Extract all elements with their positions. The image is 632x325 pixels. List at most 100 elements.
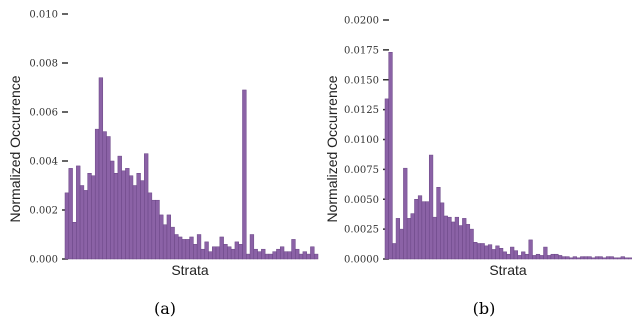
panel-b-bar	[561, 256, 566, 260]
panel-b-bar	[473, 242, 478, 260]
panel-b-bar	[469, 228, 474, 260]
panel-b-bar	[384, 98, 389, 260]
panel-b-bar	[572, 256, 577, 260]
panel-a-bar	[302, 251, 307, 260]
panel-a-bar	[170, 226, 175, 260]
panel-a-ytick-label: 0.006	[29, 108, 58, 119]
panel-a-bar	[200, 248, 205, 260]
panel-a-bar	[253, 248, 258, 260]
panel-a-bar	[279, 246, 285, 260]
panel-a-bar	[208, 251, 213, 260]
panel-b-ytick-label: 0.0025	[344, 225, 379, 236]
panel-b-bar	[598, 256, 603, 260]
panel-a-bar	[306, 253, 311, 260]
panel-b-bar	[517, 255, 522, 260]
panel-a-bar	[125, 168, 130, 260]
panel-b-bar	[458, 225, 463, 260]
panel-b-bar	[462, 218, 467, 260]
panel-b-bar	[417, 195, 423, 260]
panel-a-bar	[178, 236, 183, 260]
panel-b-bar	[428, 154, 434, 260]
panel-b-bar	[605, 256, 611, 260]
panel-a-bar	[110, 160, 115, 260]
panel-b-bar	[476, 243, 482, 260]
panel-b-bar	[587, 256, 592, 260]
panel-a-bar	[223, 244, 228, 260]
panel-b-bar	[447, 216, 452, 260]
panel-a-bar	[162, 224, 168, 260]
panel-b-bar	[480, 243, 485, 260]
panel-b-bar	[602, 257, 607, 260]
panel-b-ytick-label: 0.0175	[344, 45, 379, 56]
panel-a-bar	[174, 234, 179, 260]
panel-b-bar	[539, 255, 544, 260]
panel-a-bar	[185, 239, 190, 260]
panel-a-ylabel: Normalized Occurrence	[7, 75, 23, 222]
panel-b-bar	[535, 253, 541, 260]
panel-b-bar	[484, 245, 489, 260]
panel-b-bar	[532, 255, 537, 260]
panel-b-bar	[583, 256, 589, 260]
panel-a-bar	[272, 251, 277, 260]
panel-b-bar	[528, 239, 533, 260]
panel-b-bar	[624, 257, 629, 260]
panel-a-bar	[79, 185, 85, 260]
panel-a-bar	[98, 77, 104, 260]
panel-a-bar	[193, 244, 198, 260]
panel-a-ytick-label: 0.000	[29, 255, 58, 266]
panel-b-bar	[425, 201, 430, 260]
panel-a-bar	[298, 253, 304, 260]
panel-a-bar	[166, 214, 171, 260]
panel-a-bar	[128, 175, 134, 260]
panel-b-ylabel: Normalized Occurrence	[324, 75, 340, 222]
panel-b-bar	[543, 246, 548, 260]
panel-b-bar	[613, 257, 618, 260]
panel-a-bar	[283, 251, 289, 260]
panel-a-bar	[94, 128, 100, 260]
panel-a-bar	[147, 192, 153, 260]
panel-a-bar	[140, 180, 145, 260]
panel-b-bar	[510, 246, 515, 260]
panel-a-bar	[144, 153, 149, 260]
panel-a-bar	[276, 248, 281, 260]
panel-a-bar	[189, 236, 194, 260]
panel-b-bar	[465, 224, 471, 260]
panel-b-bar	[546, 255, 552, 260]
panel-b-bar	[591, 257, 596, 260]
panel-a-caption: (a)	[154, 299, 176, 318]
panel-b-bar	[487, 244, 493, 260]
panel-a-bar	[159, 214, 164, 260]
panel-b-ytick-label: 0.0100	[344, 135, 379, 146]
panel-b-bar	[609, 256, 614, 260]
panel-b-bar	[403, 167, 408, 260]
panel-b-bar	[558, 255, 563, 260]
panel-b-bar	[392, 243, 397, 260]
panel-a-bar	[106, 136, 111, 260]
panel-b-bar	[521, 251, 526, 260]
panel-a-bar	[136, 173, 141, 260]
panel-b-bar	[502, 251, 507, 260]
panel-a-bar	[212, 246, 217, 260]
panel-b-xlabel: Strata	[489, 262, 527, 278]
panel-b-bar	[554, 253, 559, 260]
panel-a-bar	[72, 222, 77, 260]
panel-b-bar	[580, 256, 585, 260]
panel-a-bar	[287, 251, 292, 260]
panel-b-bar	[443, 215, 448, 260]
panel-a-bar	[155, 199, 160, 260]
panel-a-bar	[268, 253, 273, 260]
panel-b-ytick-label: 0.0125	[344, 105, 379, 116]
panel-b-bar	[576, 257, 581, 260]
panel-b-bar	[399, 228, 404, 260]
panel-a-bar	[102, 131, 107, 260]
panel-b-bar	[524, 253, 530, 260]
panel-a-bar	[257, 251, 262, 260]
panel-a-bar	[64, 192, 70, 260]
panel-b-bar	[628, 257, 632, 260]
panel-b-ytick-label: 0.0075	[344, 165, 379, 176]
panel-a-bar	[227, 246, 232, 260]
panel-b-bar	[617, 257, 622, 260]
panel-b-bar	[440, 202, 445, 260]
panel-a-bar	[313, 253, 319, 260]
